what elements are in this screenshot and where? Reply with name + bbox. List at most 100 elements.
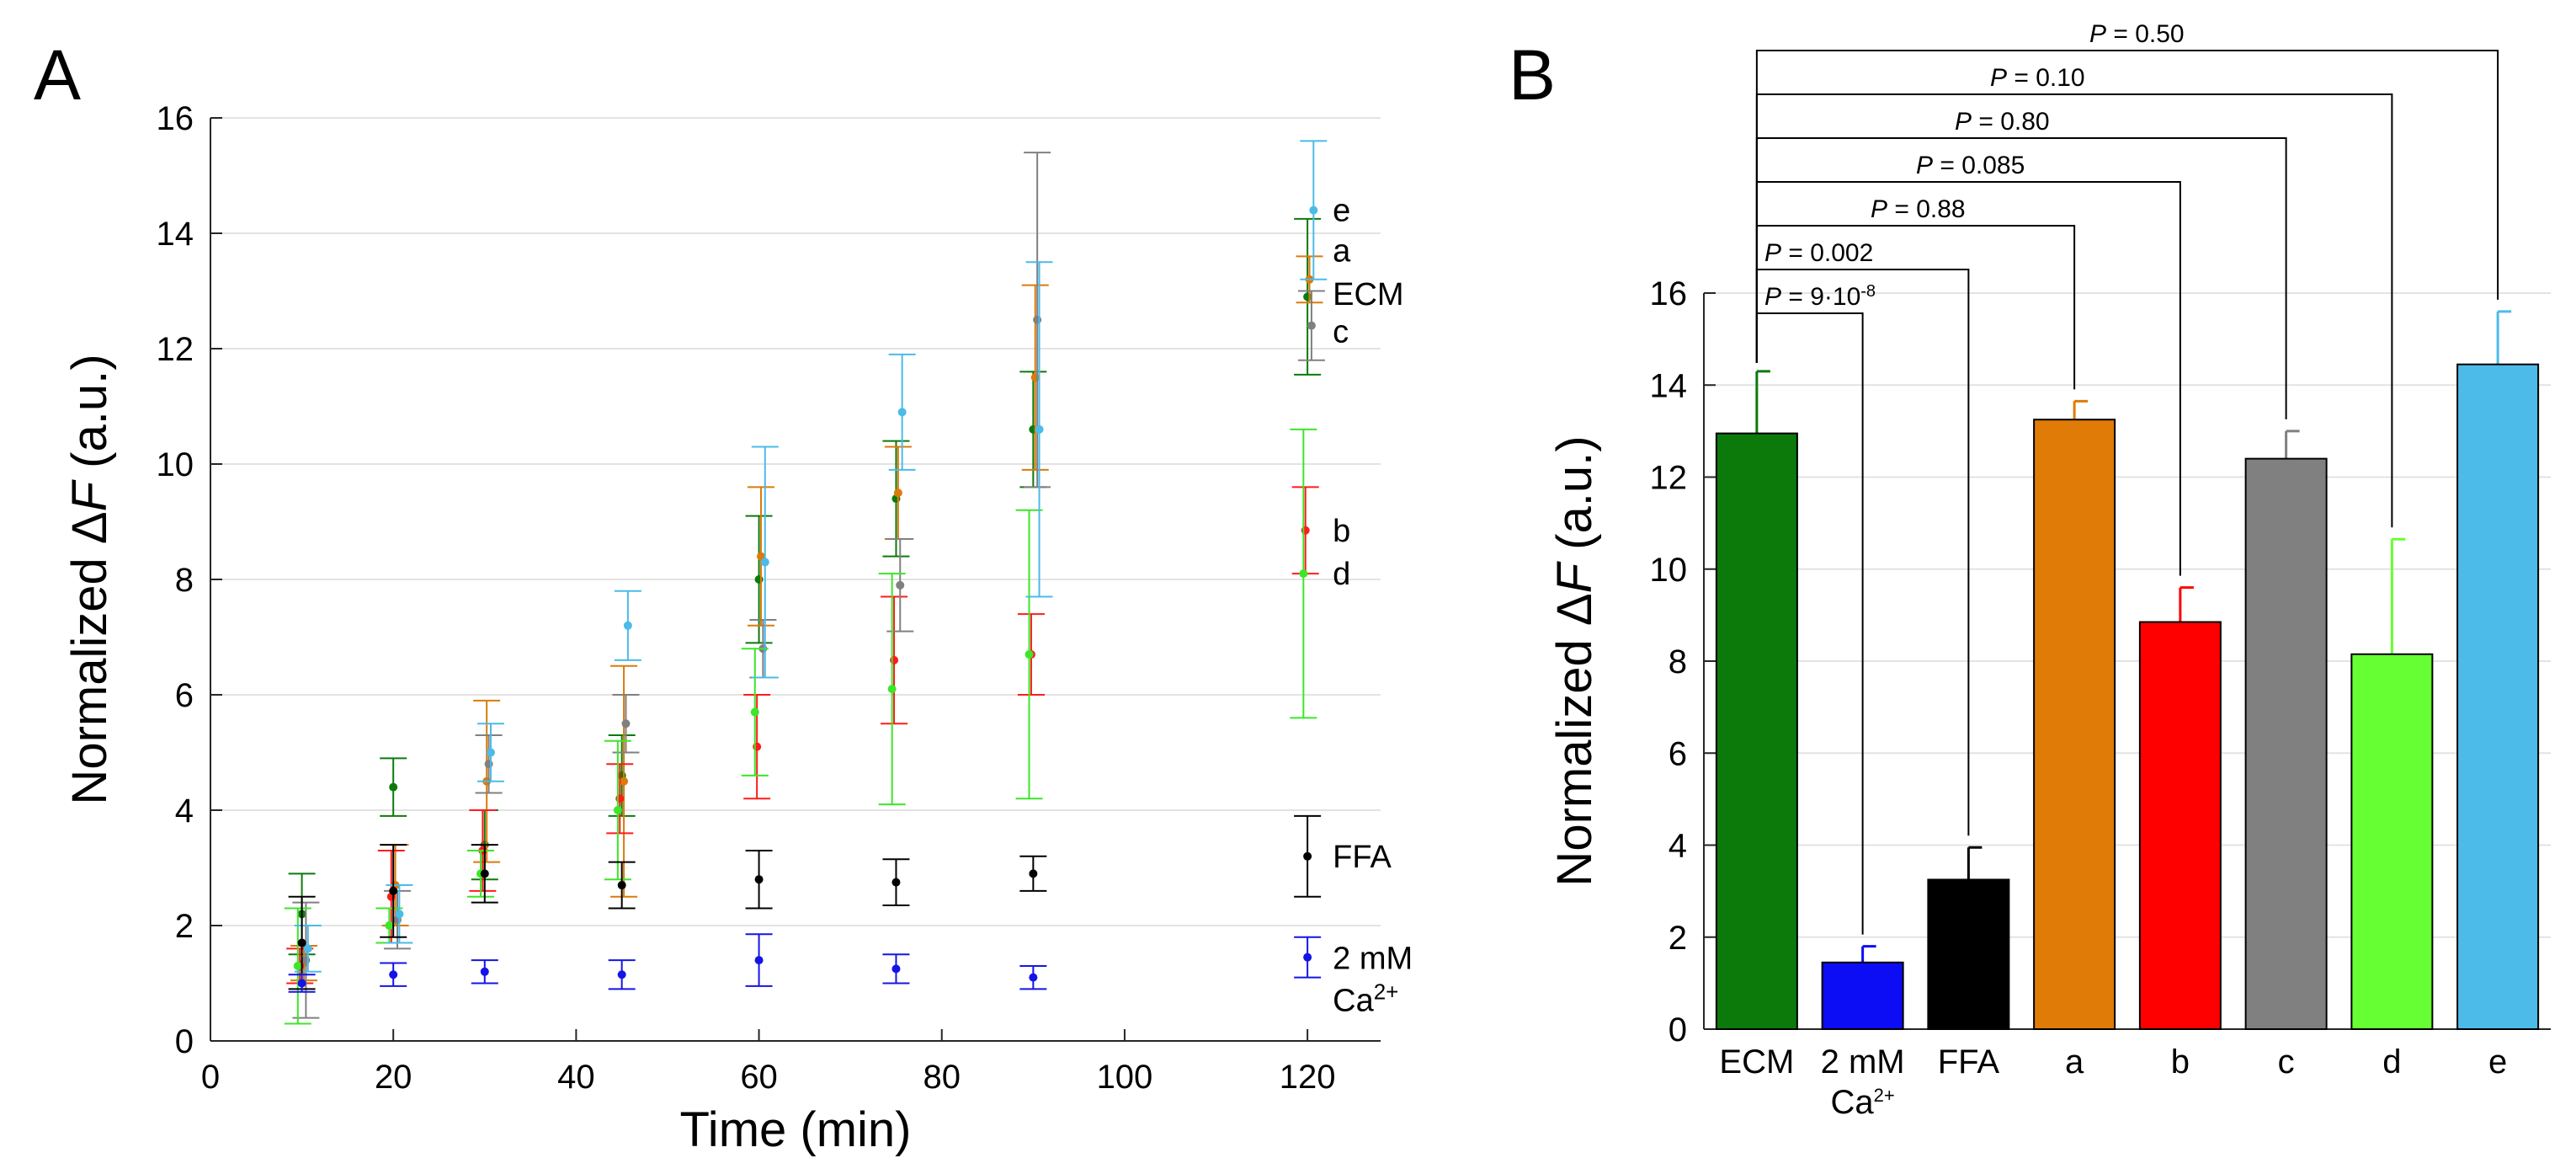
a-point <box>890 655 899 664</box>
b-ytick-label: 4 <box>1669 828 1687 865</box>
b-ytick-label: 12 <box>1650 460 1688 497</box>
b-ytick-label: 8 <box>1669 643 1687 680</box>
b-ytick-label: 16 <box>1650 275 1688 312</box>
a-ytick-label: 8 <box>175 562 194 599</box>
a-ytick-label: 6 <box>175 677 194 714</box>
b-bar-Ca <box>1821 961 1904 1030</box>
b-category-label-FFA: FFA <box>1938 1043 2000 1081</box>
b-p-text: = 0.50 <box>2106 20 2185 48</box>
b-p-letter: P <box>1764 239 1781 267</box>
a-point <box>1303 953 1312 962</box>
b-p-letter: P <box>1764 283 1781 311</box>
b-p-text: = 0.10 <box>2007 64 2085 92</box>
b-bar-FFA <box>1927 878 2010 1030</box>
a-ytick-label: 2 <box>175 908 194 945</box>
a-xtick-label: 60 <box>740 1059 778 1096</box>
a-point <box>754 575 764 584</box>
b-bar-b <box>2138 621 2222 1030</box>
b-bar-d <box>2350 653 2434 1031</box>
b-p-exp: -8 <box>1860 282 1876 301</box>
a-series-FFA <box>288 814 1322 990</box>
a-point <box>754 875 764 884</box>
a-xtick-label: 100 <box>1097 1059 1153 1096</box>
b-category-label-ECM: ECM <box>1719 1043 1794 1081</box>
b-p-text: = 9·10 <box>1781 283 1860 311</box>
a-xtick-label: 20 <box>375 1059 412 1096</box>
a-point <box>1303 851 1312 861</box>
a-point <box>480 967 489 976</box>
b-p-letter: P <box>2089 20 2106 48</box>
b-bar-a <box>2033 419 2116 1030</box>
a-point <box>891 878 901 887</box>
b-p-value: P = 0.50 <box>2089 20 2185 48</box>
a-point <box>395 910 404 919</box>
a-point <box>297 938 306 947</box>
a-series-label-d: d <box>1333 557 1350 592</box>
a-series-d <box>284 428 1317 1025</box>
a-xtick-label: 120 <box>1280 1059 1336 1096</box>
a-series-label-a: a <box>1333 234 1351 269</box>
b-category-label-a: a <box>2065 1043 2084 1081</box>
b-ca-sup: 2+ <box>1874 1085 1895 1106</box>
a-point <box>389 970 398 979</box>
a-point <box>1299 569 1308 579</box>
a-series-label-b: b <box>1333 514 1350 549</box>
b-y-axis-title: Normalized ΔF (a.u.) <box>1547 435 1602 886</box>
a-point <box>1030 373 1040 382</box>
a-point <box>480 869 489 878</box>
b-p-letter: P <box>1916 152 1933 179</box>
a-point <box>1025 650 1034 659</box>
b-p-text: = 0.002 <box>1781 239 1873 267</box>
a-point <box>385 921 394 930</box>
b-category-label-e: e <box>2488 1043 2507 1081</box>
a-point <box>887 685 897 694</box>
a-ytick-label: 16 <box>157 100 194 137</box>
b-p-value: P = 0.88 <box>1871 195 1966 223</box>
b-ytick-label: 10 <box>1650 552 1688 589</box>
a-point <box>1035 424 1044 434</box>
a-point <box>620 776 629 786</box>
a-ca-sup: 2+ <box>1374 979 1399 1005</box>
a-point <box>897 408 907 417</box>
a-point <box>389 782 398 792</box>
b-bar-e <box>2456 363 2540 1030</box>
b-category-label-c: c <box>2278 1043 2295 1081</box>
a-series-ECM <box>288 217 1322 956</box>
a-point <box>623 621 632 630</box>
a-y-axis-title-prefix: Normalized <box>62 544 117 804</box>
a-point <box>893 488 902 498</box>
b-category-label-Ca-line1: 2 mM <box>1821 1043 1905 1081</box>
a-point <box>617 881 626 890</box>
a-point <box>293 961 302 970</box>
a-point <box>1029 869 1038 878</box>
b-p-letter: P <box>1871 195 1887 223</box>
a-series-b <box>286 486 1319 985</box>
b-y-axis-title-suffix: (a.u.) <box>1547 435 1602 563</box>
a-point <box>1307 321 1316 330</box>
a-point <box>1301 526 1310 535</box>
a-point <box>615 794 625 803</box>
a-point <box>613 806 622 814</box>
a-series-e <box>294 140 1328 973</box>
a-series-label-ECM: ECM <box>1333 277 1403 312</box>
b-ytick-label: 2 <box>1669 920 1687 957</box>
a-y-axis-title-suffix: (a.u.) <box>62 354 117 482</box>
b-category-label-b: b <box>2171 1043 2190 1081</box>
b-p-value: P = 9·10-8 <box>1764 282 1876 311</box>
b-comparison-e: P = 0.50 <box>1755 20 2499 363</box>
a-point <box>753 742 762 751</box>
a-point <box>1033 315 1042 324</box>
a-xtick-label: 40 <box>557 1059 595 1096</box>
a-point <box>486 748 495 757</box>
a-xtick-label: 0 <box>201 1059 220 1096</box>
b-p-value: P = 0.085 <box>1916 152 2025 179</box>
a-point <box>297 979 306 988</box>
a-point <box>484 760 493 769</box>
b-category-label-Ca-line2: Ca2+ <box>1831 1084 1895 1121</box>
b-p-value: P = 0.002 <box>1764 239 1873 267</box>
b-ytick-label: 0 <box>1669 1011 1687 1049</box>
a-point <box>303 944 312 953</box>
a-y-axis-title-delta: Δ <box>62 511 117 544</box>
a-series-label-ca-line2: Ca2+ <box>1333 979 1398 1019</box>
b-p-text: = 0.80 <box>1972 108 2050 136</box>
